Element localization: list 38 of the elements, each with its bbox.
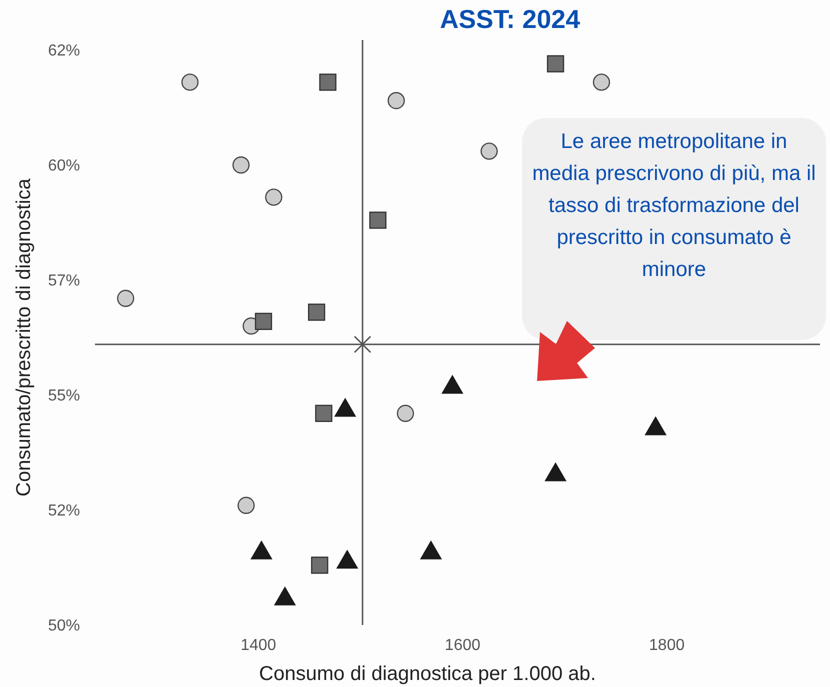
point — [644, 416, 667, 436]
point — [441, 374, 464, 394]
point — [308, 304, 326, 321]
annotation: Le aree metropolitane in media prescrivono di più, ma il tasso di trasformazione del prescritto in consumato è minore — [531, 129, 817, 283]
point — [250, 540, 272, 560]
point — [420, 540, 442, 560]
point — [181, 74, 199, 91]
y-axis-title: Consumato/prescritto di diagnostica — [13, 178, 35, 496]
point — [117, 290, 134, 307]
point — [232, 156, 250, 174]
point — [238, 496, 255, 514]
y-tick-label: 62% — [48, 42, 80, 60]
point — [544, 462, 567, 482]
point — [274, 586, 296, 606]
point — [354, 336, 372, 354]
x-tick-label: 1800 — [649, 637, 685, 654]
point — [546, 55, 564, 72]
x-tick-label: 1400 — [240, 637, 276, 654]
x-tick-label: 1600 — [444, 637, 481, 654]
y-tick-label: 55% — [48, 388, 80, 405]
y-tick-label: 50% — [48, 618, 80, 635]
point — [396, 404, 414, 422]
point — [334, 398, 356, 417]
chart-title: ASST: 2024 — [440, 4, 581, 34]
y-tick-label: 60% — [48, 158, 80, 175]
point — [254, 312, 272, 330]
point — [315, 404, 332, 422]
point — [480, 142, 498, 160]
x-axis-title: Consumo di diagnostica per 1.000 ab. — [259, 663, 596, 685]
point — [319, 74, 336, 91]
point — [388, 92, 405, 110]
point — [592, 74, 610, 91]
y-tick-label: 57% — [48, 272, 80, 290]
point — [369, 212, 386, 229]
y-tick-label: 52% — [48, 502, 80, 520]
point — [265, 188, 282, 206]
point — [311, 556, 328, 574]
point — [336, 550, 358, 569]
